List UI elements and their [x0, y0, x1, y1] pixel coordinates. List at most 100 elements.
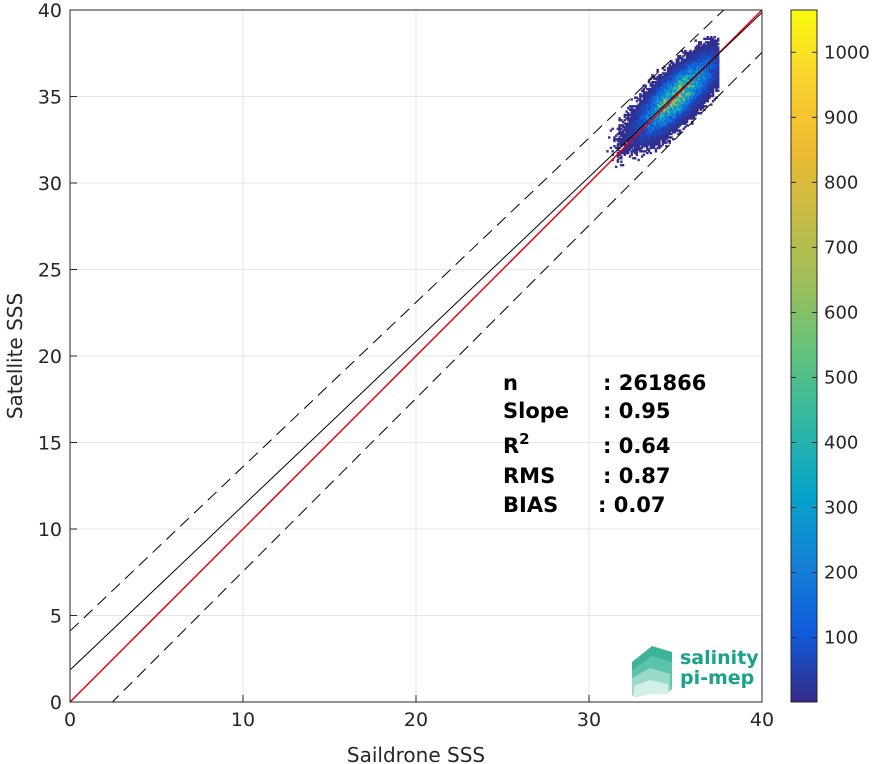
- heat-cell: [710, 75, 713, 79]
- heat-cell: [697, 87, 701, 91]
- heat-cell: [694, 89, 697, 92]
- heat-cell: [694, 103, 697, 106]
- heat-cell: [680, 63, 684, 67]
- colorbar-frame: [790, 9, 818, 703]
- heat-cell: [672, 138, 675, 141]
- heat-cell: [621, 136, 625, 139]
- heat-cell: [685, 93, 689, 96]
- heat-cell: [620, 157, 623, 160]
- heat-cell: [680, 108, 684, 112]
- heat-cell: [653, 125, 656, 129]
- heat-cell: [684, 112, 687, 115]
- heat-cell: [689, 106, 692, 110]
- heat-cell: [658, 74, 661, 77]
- heat-cell: [699, 41, 703, 44]
- heat-cell: [654, 86, 658, 89]
- heat-cell: [632, 139, 635, 143]
- heat-cell: [633, 129, 637, 132]
- heat-cell: [680, 84, 684, 87]
- heat-cell: [658, 143, 661, 146]
- heat-cell: [704, 61, 708, 65]
- heat-cell: [685, 106, 689, 110]
- heat-cell: [639, 117, 642, 120]
- heat-cell: [706, 35, 710, 39]
- heat-cell: [618, 136, 621, 139]
- heat-cell: [694, 48, 697, 51]
- heat-cell: [658, 105, 661, 108]
- heat-cell: [704, 105, 708, 108]
- heat-cell: [647, 98, 651, 101]
- heat-cell: [659, 84, 663, 87]
- heat-cell: [706, 77, 710, 80]
- heat-cell: [665, 89, 668, 92]
- heat-cell: [713, 39, 716, 42]
- heat-cell: [701, 74, 704, 77]
- heat-cell: [666, 118, 670, 122]
- heat-cell: [675, 118, 678, 122]
- heat-cell: [658, 93, 661, 96]
- heat-cell: [663, 115, 666, 118]
- heat-cell: [651, 84, 654, 87]
- colorbar-tick-label: 1000: [824, 42, 870, 63]
- heat-cell: [713, 53, 716, 56]
- heat-cell: [715, 86, 718, 89]
- heat-cell: [717, 72, 720, 75]
- heat-cell: [692, 74, 696, 77]
- heat-cell: [711, 80, 715, 84]
- heat-cell: [659, 101, 663, 105]
- heat-cell: [663, 74, 666, 77]
- heat-cell: [713, 58, 716, 61]
- heat-cell: [694, 96, 697, 99]
- heat-cell: [694, 60, 697, 63]
- heat-cell: [647, 132, 651, 136]
- heat-cell: [677, 98, 680, 101]
- heat-cell: [653, 110, 656, 113]
- heat-cell: [637, 146, 640, 150]
- heat-cell: [658, 124, 661, 127]
- heat-cell: [689, 54, 692, 58]
- heat-cell: [663, 82, 666, 86]
- heat-cell: [639, 125, 642, 129]
- heat-cell: [677, 103, 680, 106]
- heat-cell: [616, 144, 620, 148]
- heat-cell: [685, 51, 689, 54]
- heat-cell: [654, 77, 658, 80]
- heat-cell: [656, 125, 659, 129]
- heat-cell: [649, 91, 652, 94]
- heat-cell: [696, 101, 699, 105]
- heat-cell: [668, 79, 671, 82]
- heat-cell: [651, 105, 654, 108]
- heat-cell: [675, 125, 678, 129]
- heat-cell: [632, 105, 635, 108]
- heat-cell: [644, 84, 647, 87]
- heat-cell: [713, 49, 716, 53]
- colorbar-tick-label: 700: [824, 237, 858, 258]
- heat-cell: [651, 136, 654, 139]
- heat-cell: [623, 129, 626, 132]
- heat-cell: [633, 151, 637, 155]
- heat-cell: [654, 139, 658, 143]
- heat-cell: [697, 61, 701, 65]
- heat-cell: [666, 80, 670, 84]
- heat-cell: [666, 84, 670, 87]
- heat-cell: [675, 120, 678, 124]
- heat-cell: [639, 99, 642, 103]
- heat-cell: [661, 72, 665, 75]
- heat-cell: [632, 112, 635, 115]
- heat-cell: [699, 58, 703, 61]
- heat-cell: [630, 144, 633, 148]
- heat-cell: [656, 122, 659, 125]
- heat-cell: [682, 75, 685, 79]
- heat-cell: [668, 70, 671, 73]
- heat-cell: [639, 132, 642, 136]
- heat-cell: [673, 129, 677, 132]
- heat-cell: [656, 101, 659, 105]
- heat-cell: [640, 118, 644, 122]
- heat-cell: [685, 77, 689, 80]
- heat-cell: [706, 75, 710, 79]
- heat-cell: [694, 110, 697, 113]
- heat-cell: [668, 132, 671, 136]
- heat-cell: [620, 118, 623, 122]
- heat-cell: [692, 117, 696, 120]
- heat-cell: [659, 112, 663, 115]
